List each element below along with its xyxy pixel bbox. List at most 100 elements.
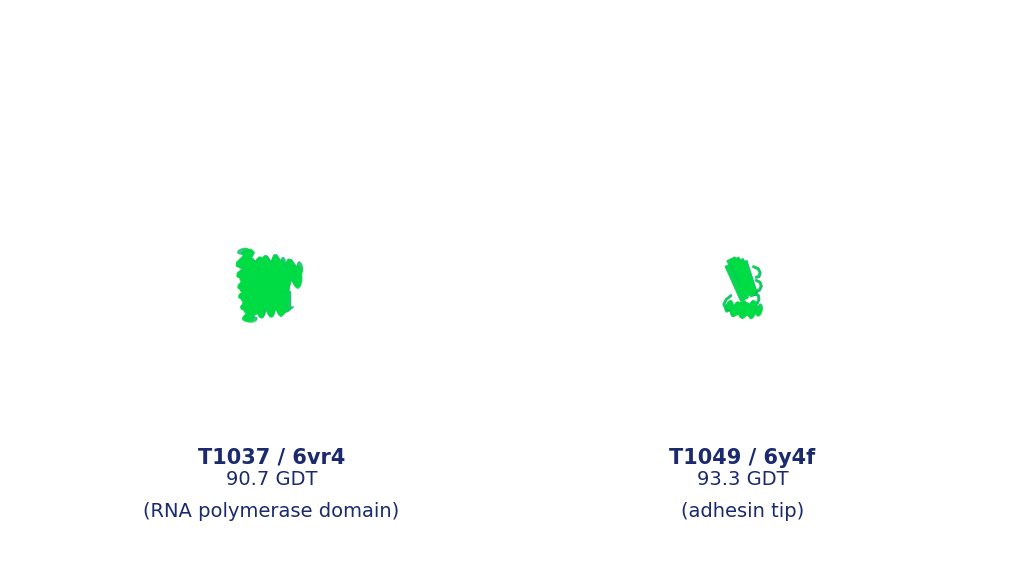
- Ellipse shape: [258, 288, 263, 298]
- Ellipse shape: [246, 301, 256, 305]
- Ellipse shape: [751, 309, 755, 318]
- Ellipse shape: [283, 279, 287, 290]
- Ellipse shape: [282, 297, 286, 306]
- Ellipse shape: [240, 256, 250, 262]
- Ellipse shape: [267, 268, 272, 279]
- Ellipse shape: [729, 301, 732, 309]
- Ellipse shape: [267, 270, 272, 281]
- Ellipse shape: [264, 264, 267, 272]
- Ellipse shape: [280, 267, 286, 278]
- Ellipse shape: [274, 255, 279, 264]
- Ellipse shape: [279, 264, 284, 274]
- Ellipse shape: [261, 302, 265, 312]
- Ellipse shape: [286, 275, 291, 285]
- Ellipse shape: [286, 262, 291, 272]
- Ellipse shape: [281, 271, 286, 283]
- Ellipse shape: [247, 295, 258, 300]
- Ellipse shape: [254, 279, 259, 290]
- Ellipse shape: [269, 279, 273, 290]
- Ellipse shape: [750, 310, 753, 318]
- Ellipse shape: [269, 270, 274, 281]
- Ellipse shape: [743, 307, 748, 314]
- Ellipse shape: [276, 262, 282, 273]
- Ellipse shape: [249, 283, 254, 293]
- Ellipse shape: [731, 308, 735, 316]
- Ellipse shape: [280, 262, 283, 270]
- Ellipse shape: [245, 275, 254, 281]
- Ellipse shape: [250, 263, 253, 271]
- Ellipse shape: [263, 277, 268, 287]
- Ellipse shape: [728, 301, 732, 309]
- Ellipse shape: [267, 296, 271, 305]
- Ellipse shape: [264, 274, 269, 283]
- Ellipse shape: [260, 260, 264, 269]
- Ellipse shape: [742, 308, 745, 316]
- Ellipse shape: [238, 259, 248, 264]
- Ellipse shape: [245, 287, 255, 293]
- Ellipse shape: [244, 317, 254, 321]
- Ellipse shape: [243, 274, 252, 279]
- Ellipse shape: [259, 308, 263, 316]
- Ellipse shape: [273, 255, 278, 263]
- Ellipse shape: [270, 262, 274, 270]
- Ellipse shape: [278, 283, 283, 294]
- Ellipse shape: [273, 266, 279, 275]
- Ellipse shape: [735, 304, 739, 312]
- Ellipse shape: [248, 288, 257, 293]
- Ellipse shape: [244, 286, 254, 291]
- Ellipse shape: [251, 290, 261, 295]
- Ellipse shape: [257, 298, 261, 307]
- Ellipse shape: [239, 284, 248, 289]
- Ellipse shape: [256, 298, 261, 308]
- Ellipse shape: [278, 275, 282, 286]
- Ellipse shape: [253, 268, 258, 281]
- Text: T1037 / 6vr4: T1037 / 6vr4: [198, 448, 345, 468]
- Ellipse shape: [266, 305, 271, 314]
- Ellipse shape: [242, 258, 246, 267]
- Ellipse shape: [291, 263, 296, 273]
- Ellipse shape: [737, 302, 741, 310]
- Ellipse shape: [283, 271, 288, 283]
- Ellipse shape: [255, 269, 261, 281]
- Ellipse shape: [274, 255, 279, 263]
- Ellipse shape: [267, 260, 270, 268]
- Ellipse shape: [275, 302, 280, 311]
- Ellipse shape: [245, 285, 254, 290]
- Ellipse shape: [248, 278, 258, 282]
- Ellipse shape: [754, 304, 758, 312]
- Ellipse shape: [272, 298, 278, 308]
- Ellipse shape: [250, 310, 259, 314]
- Ellipse shape: [272, 279, 278, 290]
- Ellipse shape: [250, 271, 255, 281]
- Ellipse shape: [268, 270, 274, 282]
- Ellipse shape: [260, 308, 264, 317]
- Ellipse shape: [245, 256, 249, 264]
- Ellipse shape: [268, 262, 272, 271]
- Ellipse shape: [246, 263, 251, 275]
- Ellipse shape: [245, 263, 256, 268]
- Ellipse shape: [278, 305, 282, 315]
- Ellipse shape: [249, 289, 259, 294]
- Ellipse shape: [748, 308, 751, 316]
- Ellipse shape: [252, 291, 256, 301]
- Ellipse shape: [246, 307, 254, 312]
- Ellipse shape: [745, 304, 750, 311]
- Ellipse shape: [278, 260, 282, 269]
- Ellipse shape: [267, 286, 271, 297]
- Ellipse shape: [253, 290, 257, 300]
- Ellipse shape: [242, 285, 251, 289]
- Ellipse shape: [260, 274, 264, 285]
- Ellipse shape: [269, 262, 272, 270]
- Ellipse shape: [240, 294, 249, 298]
- Ellipse shape: [262, 265, 266, 273]
- Ellipse shape: [261, 271, 265, 282]
- Ellipse shape: [246, 297, 254, 302]
- Ellipse shape: [249, 270, 254, 281]
- Ellipse shape: [755, 306, 758, 314]
- Ellipse shape: [250, 260, 255, 272]
- Ellipse shape: [247, 287, 255, 291]
- Polygon shape: [740, 261, 758, 297]
- Ellipse shape: [269, 298, 274, 308]
- Ellipse shape: [257, 257, 261, 266]
- Ellipse shape: [251, 291, 255, 301]
